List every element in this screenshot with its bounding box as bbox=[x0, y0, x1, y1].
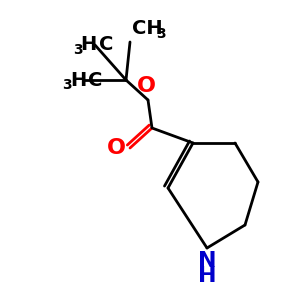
Text: H: H bbox=[81, 35, 97, 55]
Text: C: C bbox=[88, 70, 102, 89]
Text: 3: 3 bbox=[62, 78, 72, 92]
Text: H: H bbox=[70, 70, 86, 89]
Text: H: H bbox=[198, 266, 216, 286]
Text: CH: CH bbox=[132, 19, 163, 38]
Text: 3: 3 bbox=[156, 27, 166, 41]
Text: O: O bbox=[107, 138, 126, 158]
Text: N: N bbox=[198, 251, 216, 271]
Text: O: O bbox=[136, 76, 155, 96]
Text: 3: 3 bbox=[74, 43, 83, 57]
Text: C: C bbox=[99, 35, 113, 55]
